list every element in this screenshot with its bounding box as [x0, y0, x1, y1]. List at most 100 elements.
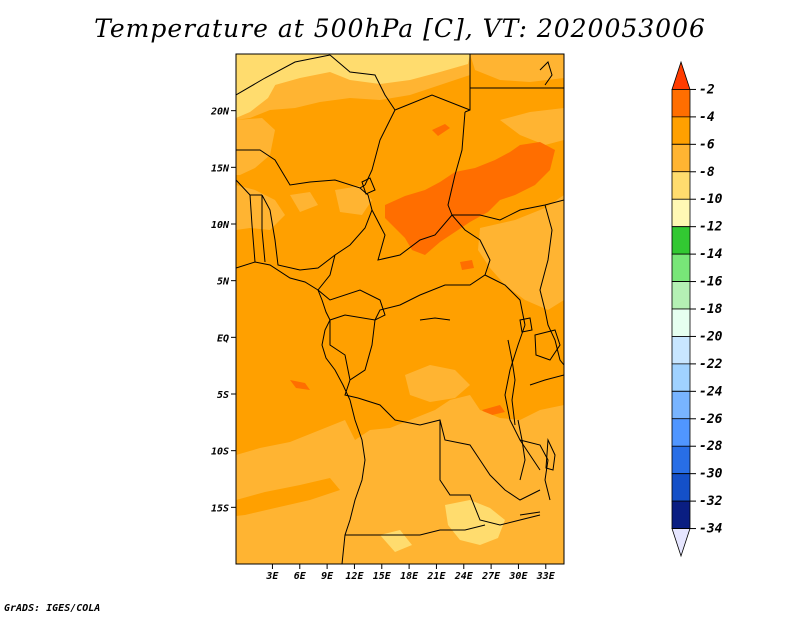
field-warm-spot-2: [460, 260, 474, 270]
colorbar-label: -18: [699, 302, 723, 317]
lon-tick-label: 21E: [426, 571, 446, 582]
colorbar-swatch: [671, 226, 691, 255]
field-warm-spot-3: [290, 380, 310, 390]
border-tanzania: [529, 374, 564, 386]
field-west-coast: [236, 185, 285, 230]
colorbar-label: -26: [699, 412, 723, 427]
colorbar-swatch: [671, 253, 691, 282]
field-north-lightest: [236, 54, 470, 102]
lon-tick-label: 30E: [508, 571, 528, 582]
lake-kivu: [519, 317, 533, 333]
colorbar-swatch: [671, 143, 691, 173]
colorbar-label: -34: [699, 522, 723, 537]
border-ethiopia: [539, 204, 553, 311]
lake-victoria: [534, 329, 561, 361]
field-east-light-2: [500, 108, 564, 145]
coastline-gulf: [317, 289, 366, 564]
lat-tick-label: 20N: [210, 107, 230, 118]
field-south-east-pale: [445, 500, 505, 545]
lat-tick-label: 5S: [217, 390, 229, 401]
lon-tick-label: 15E: [373, 571, 392, 582]
lon-tick-label: 9E: [321, 571, 334, 582]
border-gabon: [329, 320, 351, 381]
colorbar-swatch: [671, 500, 691, 529]
border-ghana-togo: [249, 194, 256, 263]
colorbar-label: -28: [699, 439, 723, 454]
colorbar-swatch: [671, 89, 691, 118]
colorbar-label: -30: [699, 467, 723, 482]
colorbar-swatch: [671, 445, 691, 475]
lat-tick-label: EQ: [217, 333, 229, 344]
border-angola-namibia: [345, 524, 486, 536]
map-panel: [236, 54, 564, 564]
colorbar-swatch: [671, 308, 691, 337]
map-frame: [235, 53, 565, 565]
field-warm-spot-1: [432, 124, 450, 136]
colorbar-swatch: [671, 473, 691, 502]
border-angola-zambia: [439, 420, 541, 526]
colorbar-swatch: [671, 281, 691, 310]
field-warm-core: [385, 142, 555, 255]
colorbar-label: -20: [699, 329, 723, 344]
colorbar-label: -2: [699, 82, 715, 97]
border-benin: [261, 195, 266, 263]
border-nigeria: [261, 187, 373, 271]
coastline-east-lake-2: [517, 419, 526, 481]
river-congo: [419, 317, 451, 321]
border-uganda-kenya: [544, 309, 564, 366]
border-chad-sudan: [447, 111, 466, 216]
lake-chad: [361, 177, 376, 195]
border-niger-chad: [364, 109, 396, 186]
border-car-drc: [374, 274, 526, 326]
colorbar-swatch: [671, 363, 691, 392]
colorbar-label: -22: [699, 357, 723, 372]
lat-tick-label: 15S: [211, 503, 229, 514]
border-congo-drc: [344, 319, 376, 399]
colorbar-label: -6: [699, 137, 715, 152]
lat-tick-label: 15N: [211, 163, 230, 174]
colorbar-swatch: [671, 390, 691, 420]
lake-malawi: [545, 438, 556, 471]
border-sudan-southsudan: [452, 199, 564, 221]
colorbar-label: -4: [699, 110, 715, 125]
border-drc-east: [504, 324, 541, 471]
colorbar-swatch: [671, 336, 691, 365]
field-central-patch-1: [335, 186, 372, 215]
colorbar-swatch: [671, 116, 691, 145]
colorbar-label: -24: [699, 384, 723, 399]
colorbar-swatch: [671, 60, 691, 90]
border-cameroon: [317, 254, 386, 321]
border-north-2: [329, 54, 396, 111]
colorbar-label: -12: [699, 220, 723, 235]
lat-tick-label: 10N: [211, 220, 230, 231]
border-drc-angola: [357, 397, 541, 501]
lon-tick-label: 3E: [265, 571, 279, 582]
lon-tick-label: 12E: [345, 571, 364, 582]
field-northwest-pale: [236, 60, 278, 118]
lon-tick-label: 6E: [294, 571, 307, 582]
river-south: [519, 511, 541, 516]
coastline-east-lake-1: [507, 339, 516, 426]
colorbar-swatch: [671, 171, 691, 200]
latitude-axis: 20N 15N 10N 5N EQ 5S 10S 15S: [210, 107, 236, 514]
coastline-west-africa: [236, 261, 319, 291]
border-libya-chad: [394, 94, 471, 111]
lon-tick-label: 24E: [454, 571, 474, 582]
lat-tick-label: 10S: [211, 447, 229, 458]
border-chad-car: [371, 209, 491, 276]
field-south-orange-streak: [236, 478, 340, 516]
lon-tick-label: 27E: [481, 571, 501, 582]
colorbar-label: -8: [699, 165, 715, 180]
footer-credit: GrADS: IGES/COLA: [4, 603, 101, 614]
colorbar-label: -32: [699, 494, 723, 509]
lat-tick-label: 5N: [217, 277, 230, 288]
field-central-patch-2: [290, 192, 318, 212]
field-north-east: [470, 54, 564, 82]
colorbar: -2 -4 -6 -8 -10 -12 -14 -16 -18 -20 -22 -24 -26 -28 -3…: [671, 60, 723, 558]
lon-tick-label: 33E: [536, 571, 556, 582]
border-north-1: [236, 54, 331, 96]
colorbar-label: -10: [699, 192, 723, 207]
longitude-axis: 3E 6E 9E 12E 15E 18E 21E 24E 27E 30E 33E: [265, 564, 556, 582]
colorbar-label: -14: [699, 247, 723, 262]
colorbar-swatch: [671, 198, 691, 228]
